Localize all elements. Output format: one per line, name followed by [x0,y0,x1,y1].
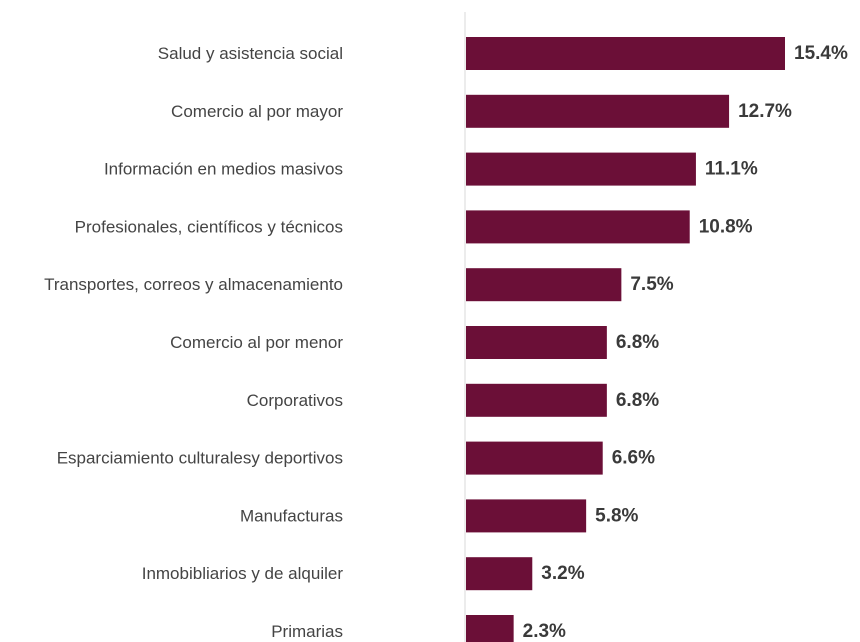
value-label: 15.4% [794,43,848,64]
value-label: 11.1% [705,159,758,180]
category-label: Información en medios masivos [104,160,343,179]
bar [466,615,514,642]
category-label: Profesionales, científicos y técnicos [75,217,343,236]
bar [466,383,607,417]
category-label: Inmobibliarios y de alquiler [142,564,344,583]
value-label: 2.3% [523,621,566,642]
bar [466,94,730,128]
category-label: Corporativos [247,391,343,410]
category-label: Salud y asistencia social [158,44,343,63]
bars-group: Salud y asistencia social 15.4% Comercio a… [44,37,848,642]
value-label: 6.8% [616,332,659,353]
bar [466,326,607,359]
bar [466,152,696,186]
value-label: 6.6% [612,448,655,469]
bar [466,499,587,533]
bar [466,557,533,591]
category-label: Transportes, correos y almacenamiento [44,275,343,294]
bar [466,268,622,302]
value-label: 12.7% [738,101,792,122]
value-label: 6.8% [616,390,659,411]
value-label: 5.8% [595,505,638,526]
category-label: Manufacturas [240,506,343,525]
category-label: Primarias [271,622,343,641]
value-label: 3.2% [541,563,584,584]
value-label: 10.8% [699,216,753,237]
category-label: Comercio al por mayor [171,102,343,121]
bar [466,210,690,244]
category-label: Esparciamiento culturalesy deportivos [57,449,343,468]
category-label: Comercio al por menor [170,333,343,352]
bar [466,441,603,475]
bar [466,37,785,70]
value-label: 7.5% [630,274,673,295]
